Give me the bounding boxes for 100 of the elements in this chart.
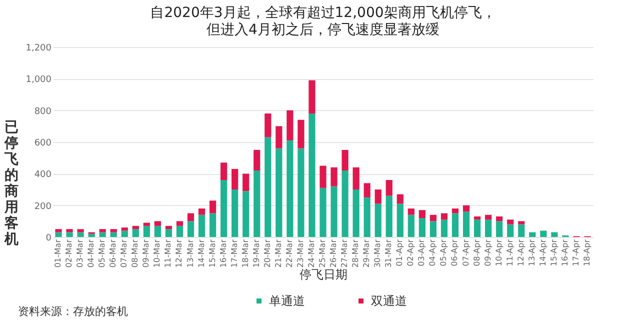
x-tick-label: 18-Mar [240, 238, 250, 268]
bar [286, 110, 294, 140]
x-tick-label: 28-Mar [351, 238, 360, 268]
bar [342, 170, 348, 237]
bar [507, 220, 514, 224]
bar [540, 230, 547, 237]
bar [110, 232, 117, 237]
x-tick-label: 25-Mar [318, 238, 327, 268]
bar [408, 214, 414, 237]
bar [308, 114, 316, 237]
x-tick-label: 05-Apr [439, 238, 448, 266]
x-tick-label: 04-Apr [428, 238, 438, 266]
bar [485, 220, 492, 237]
bar [198, 214, 206, 237]
bar [242, 191, 250, 237]
bar [452, 208, 459, 214]
bar [364, 197, 370, 237]
bar [198, 208, 206, 215]
bar [232, 190, 238, 237]
bar [209, 200, 216, 214]
bar [386, 196, 392, 237]
x-tick-label: 11-Mar [164, 238, 173, 268]
bar [176, 221, 184, 226]
legend-label: 双通道 [371, 294, 407, 308]
bar [209, 213, 216, 237]
x-tick-label: 20-Mar [262, 238, 272, 268]
x-tick-label: 26-Mar [329, 238, 338, 268]
bar [430, 221, 437, 237]
bar [165, 226, 172, 230]
bar [121, 230, 128, 237]
bar [496, 216, 503, 222]
x-tick-label: 12-Apr [516, 238, 526, 266]
x-tick-label: 08-Apr [472, 238, 482, 266]
bar [55, 232, 62, 237]
bar [110, 229, 117, 232]
bar [298, 148, 304, 237]
x-tick-label: 23-Mar [296, 238, 305, 268]
bar [132, 226, 139, 230]
bar [320, 166, 326, 188]
bar [99, 232, 106, 237]
bar [551, 232, 558, 237]
bar [462, 212, 470, 237]
x-tick-label: 13-Mar [186, 238, 195, 268]
bar [440, 213, 448, 220]
x-tick-label: 07-Mar [120, 238, 129, 268]
x-tick-label: 29-Mar [362, 238, 372, 268]
bar [308, 80, 316, 114]
x-tick-label: 10-Apr [494, 238, 504, 266]
bar [396, 194, 404, 204]
text: 资料来源：存放的客机 [18, 304, 128, 319]
x-tick-label: 01-Mar [54, 238, 63, 268]
bar [462, 205, 470, 212]
bar [220, 162, 228, 180]
x-tick-label: 15-Apr [549, 238, 558, 266]
bar [518, 224, 525, 237]
x-tick-label: 17-Mar [230, 238, 239, 268]
bar [342, 150, 348, 170]
bar [276, 148, 282, 237]
bar [77, 229, 84, 232]
bar [254, 170, 260, 237]
bar [254, 150, 260, 170]
y-axis-title: 已停飞的商用客机 [4, 120, 18, 248]
chart-title: 自2020年3月起，全球有超过12,000架商用飞机停飞， [150, 5, 496, 21]
x-tick-label: 02-Apr [406, 238, 416, 266]
bar [264, 137, 272, 237]
bar [396, 204, 404, 237]
x-tick-label: 11-Apr [505, 238, 514, 266]
y-tick-label: 800 [34, 106, 52, 117]
x-tick-label: 09-Mar [142, 238, 151, 268]
x-tick-label: 06-Mar [108, 238, 118, 268]
bar [165, 229, 172, 237]
bar [220, 180, 228, 237]
bar [242, 174, 250, 192]
bar [320, 188, 326, 237]
bar [507, 224, 514, 237]
bar [55, 229, 62, 232]
x-tick-label: 14-Apr [538, 238, 548, 266]
bar [232, 168, 238, 190]
x-tick-label: 02-Mar [64, 238, 74, 268]
x-tick-label: 05-Mar [98, 238, 107, 268]
x-tick-label: 22-Mar [284, 238, 294, 268]
bar [66, 229, 73, 232]
bar [330, 167, 338, 186]
bar [187, 221, 194, 237]
x-tick-label: 09-Apr [483, 238, 492, 266]
y-tick-label: 600 [34, 138, 52, 148]
bar [143, 222, 150, 226]
bar [374, 190, 382, 204]
x-tick-label: 03-Mar [76, 238, 85, 268]
x-tick-label: 04-Mar [86, 238, 96, 268]
bar [485, 214, 492, 220]
x-tick-label: 24-Mar [306, 238, 316, 268]
x-tick-label: 30-Mar [373, 238, 382, 268]
x-tick-label: 27-Mar [340, 238, 350, 268]
bar [352, 190, 360, 237]
x-tick-label: 08-Mar [130, 238, 140, 268]
x-tick-label: 15-Mar [208, 238, 217, 268]
bar [154, 226, 161, 237]
bar [418, 210, 426, 218]
bar [364, 183, 370, 198]
